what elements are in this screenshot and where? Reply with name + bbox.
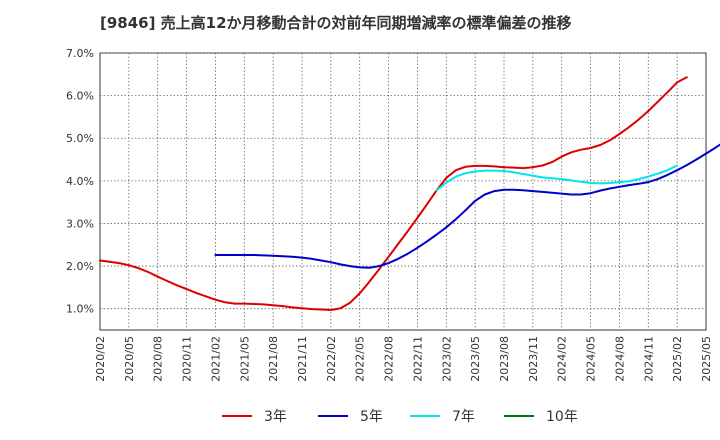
y-tick-label: 4.0% [66,175,94,188]
legend-label-3y: 3年 [264,409,287,425]
plot-area [99,52,707,331]
x-tick-label: 2021/11 [296,336,309,382]
series-line-1 [214,143,720,269]
series-line-0 [99,76,688,311]
x-gridlines [128,53,678,330]
x-tick-label: 2024/05 [585,336,598,382]
y-gridlines [100,52,706,310]
x-tick-label: 2023/05 [469,336,482,382]
series-lines [99,76,720,311]
x-tick-label: 2020/08 [152,336,165,382]
series-line-2 [435,164,679,192]
y-tick-label: 6.0% [66,90,94,103]
y-tick-label: 7.0% [66,47,94,60]
x-tick-label: 2025/02 [671,336,684,382]
x-tick-label: 2023/02 [440,336,453,382]
x-tick-label: 2022/11 [411,336,424,382]
x-tick-label: 2021/05 [238,336,251,382]
x-tick-label: 2022/05 [354,336,367,382]
chart-title: [9846] 売上高12か月移動合計の対前年同期増減率の標準偏差の推移 [100,14,572,32]
legend-label-10y: 10年 [546,409,578,425]
x-tick-label: 2023/11 [527,336,540,382]
x-tick-label: 2025/05 [700,336,713,382]
y-tick-labels: 1.0% 2.0% 3.0% 4.0% 5.0% 6.0% 7.0% [66,47,94,316]
y-tick-label: 2.0% [66,260,94,273]
x-tick-label: 2022/02 [325,336,338,382]
x-tick-label: 2021/02 [209,336,222,382]
legend: 3年 5年 7年 10年 [0,404,720,428]
legend-swatch-10y [504,415,534,417]
legend-label-5y: 5年 [360,409,383,425]
x-tick-labels: 2020/02 2020/05 2020/08 2020/11 2021/02 2021/… [94,336,713,382]
y-tick-label: 1.0% [66,303,94,316]
x-tick-label: 2020/02 [94,336,107,382]
x-tick-label: 2022/08 [383,336,396,382]
x-tick-label: 2020/11 [181,336,194,382]
legend-swatch-5y [318,415,348,417]
legend-swatch-7y [410,415,440,417]
x-tick-label: 2024/08 [613,336,626,382]
legend-label-7y: 7年 [452,409,475,425]
x-tick-label: 2023/08 [498,336,511,382]
y-tick-label: 5.0% [66,132,94,145]
legend-swatch-3y [222,415,252,417]
x-tick-label: 2024/02 [556,336,569,382]
y-tick-label: 3.0% [66,217,94,230]
x-tick-label: 2024/11 [642,336,655,382]
x-tick-label: 2020/05 [123,336,136,382]
x-tick-label: 2021/08 [267,336,280,382]
